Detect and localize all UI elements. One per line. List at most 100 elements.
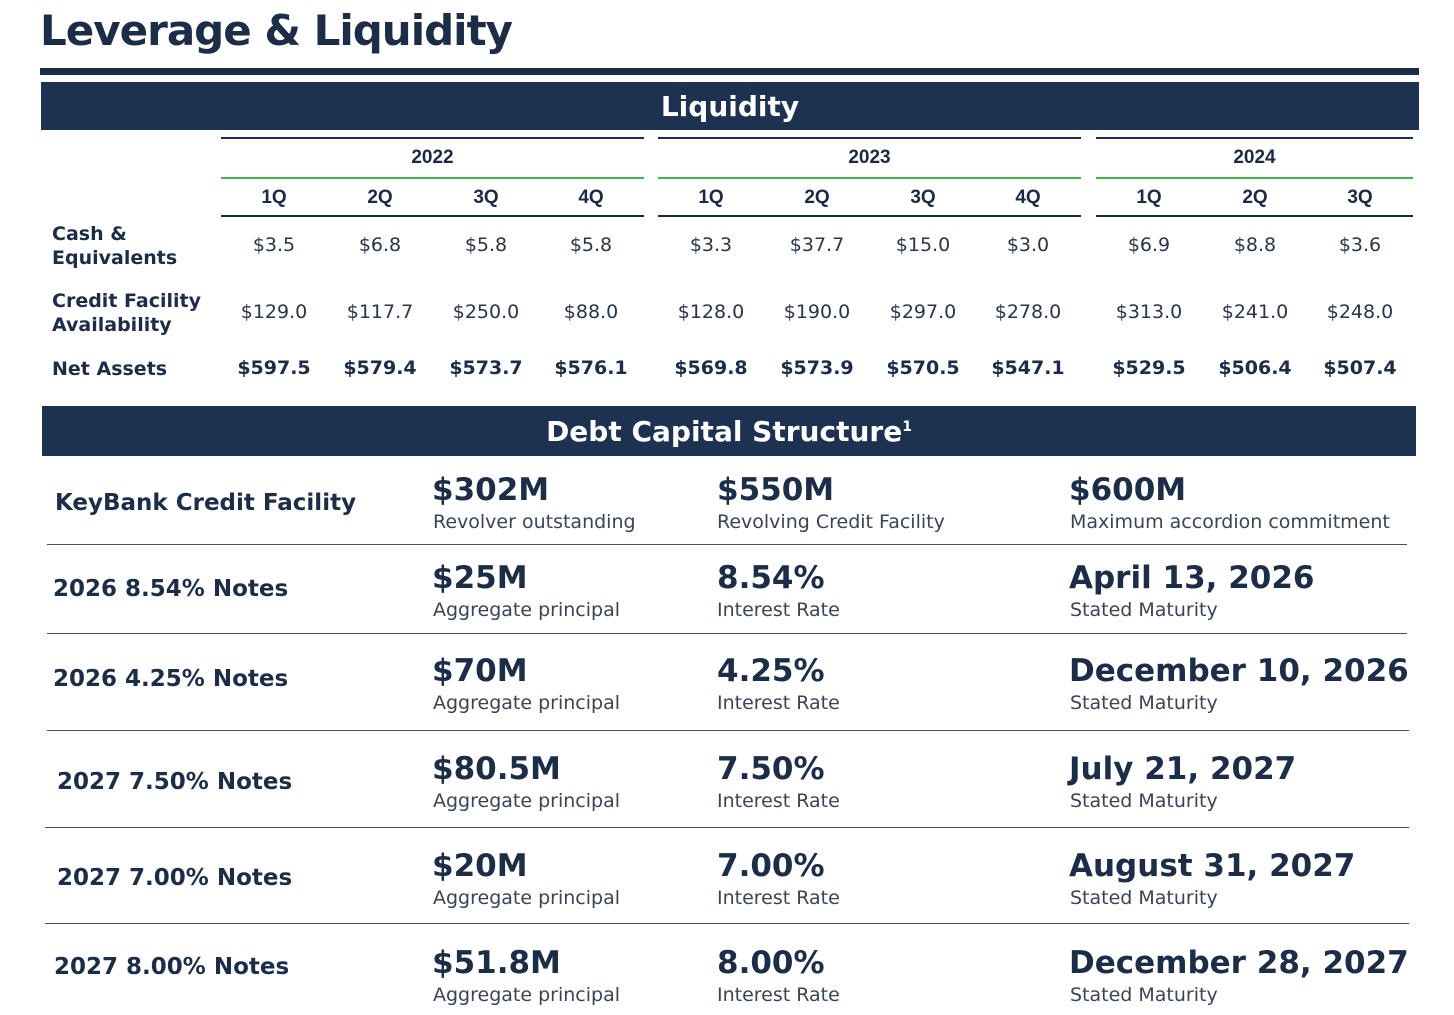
value-cell: $278.0 bbox=[994, 301, 1062, 323]
debt-caption: Aggregate principal bbox=[433, 692, 620, 714]
debt-caption: Aggregate principal bbox=[433, 599, 620, 621]
value-cell: $573.7 bbox=[449, 357, 523, 379]
quarter-label: 1Q bbox=[261, 187, 287, 208]
quarter-label: 3Q bbox=[473, 187, 499, 208]
liquidity-heading: Liquidity bbox=[660, 89, 800, 123]
debt-value: August 31, 2027 bbox=[1069, 848, 1356, 884]
debt-caption: Interest Rate bbox=[717, 984, 840, 1006]
footnote-marker: 1 bbox=[902, 419, 912, 435]
debt-caption: Stated Maturity bbox=[1070, 887, 1218, 909]
row-divider bbox=[45, 827, 1409, 828]
debt-value: December 28, 2027 bbox=[1069, 945, 1409, 981]
debt-value: $70M bbox=[432, 653, 528, 689]
quarter-label: 3Q bbox=[910, 187, 936, 208]
debt-caption: Stated Maturity bbox=[1070, 692, 1218, 714]
year-group-2023: 2023 1Q 2Q 3Q 4Q bbox=[658, 137, 1081, 217]
debt-caption: Stated Maturity bbox=[1070, 790, 1218, 812]
debt-row-label: KeyBank Credit Facility bbox=[55, 490, 357, 516]
debt-value: $20M bbox=[432, 848, 528, 884]
debt-caption: Revolver outstanding bbox=[433, 511, 636, 533]
value-cell: $117.7 bbox=[346, 301, 414, 323]
row-divider bbox=[47, 730, 1409, 731]
value-cell: $3.6 bbox=[1338, 234, 1382, 256]
value-cell: $579.4 bbox=[343, 357, 417, 379]
quarter-row: 1Q 2Q 3Q 4Q bbox=[221, 179, 644, 217]
quarter-label: 1Q bbox=[698, 187, 724, 208]
debt-caption: Stated Maturity bbox=[1070, 984, 1218, 1006]
debt-value: April 13, 2026 bbox=[1069, 560, 1315, 596]
value-cell: $3.0 bbox=[1006, 234, 1050, 256]
value-cell: $573.9 bbox=[780, 357, 854, 379]
debt-caption: Interest Rate bbox=[717, 692, 840, 714]
value-cell: $190.0 bbox=[783, 301, 851, 323]
debt-caption: Interest Rate bbox=[717, 599, 840, 621]
row-divider bbox=[45, 923, 1409, 924]
debt-value: $51.8M bbox=[432, 945, 561, 981]
value-cell: $37.7 bbox=[789, 234, 845, 256]
year-group-2022: 2022 1Q 2Q 3Q 4Q bbox=[221, 137, 644, 217]
quarter-label: 2Q bbox=[367, 187, 393, 208]
row-label-line: Cash & bbox=[52, 223, 127, 245]
value-cell: $569.8 bbox=[674, 357, 748, 379]
debt-value: $80.5M bbox=[432, 751, 561, 787]
debt-caption: Interest Rate bbox=[717, 887, 840, 909]
quarter-row: 1Q 2Q 3Q bbox=[1096, 179, 1413, 217]
row-label-line: Equivalents bbox=[52, 247, 178, 269]
value-cell: $248.0 bbox=[1326, 301, 1394, 323]
value-cell: $597.5 bbox=[237, 357, 311, 379]
value-cell: $88.0 bbox=[563, 301, 619, 323]
value-cell: $8.8 bbox=[1233, 234, 1277, 256]
year-label: 2022 bbox=[221, 139, 644, 179]
debt-caption: Maximum accordion commitment bbox=[1070, 511, 1390, 533]
value-cell: $297.0 bbox=[889, 301, 957, 323]
row-label-line: Credit Facility bbox=[52, 290, 201, 312]
quarter-label: 1Q bbox=[1136, 187, 1162, 208]
quarter-label: 2Q bbox=[1242, 187, 1268, 208]
year-label: 2023 bbox=[658, 139, 1081, 179]
value-cell: $547.1 bbox=[991, 357, 1065, 379]
debt-caption: Aggregate principal bbox=[433, 790, 620, 812]
row-label-cash: Cash & Equivalents bbox=[52, 222, 177, 270]
debt-value: 7.50% bbox=[717, 751, 825, 787]
debt-caption: Interest Rate bbox=[717, 790, 840, 812]
debt-value: $302M bbox=[432, 472, 550, 508]
debt-value: $550M bbox=[717, 472, 835, 508]
page-title: Leverage & Liquidity bbox=[40, 6, 513, 55]
quarter-label: 3Q bbox=[1347, 187, 1373, 208]
row-label-net-assets: Net Assets bbox=[52, 357, 167, 381]
debt-value: 8.00% bbox=[717, 945, 825, 981]
value-cell: $3.5 bbox=[252, 234, 296, 256]
value-cell: $241.0 bbox=[1221, 301, 1289, 323]
quarter-label: 4Q bbox=[578, 187, 604, 208]
value-cell: $576.1 bbox=[554, 357, 628, 379]
value-cell: $5.8 bbox=[569, 234, 613, 256]
debt-caption: Stated Maturity bbox=[1070, 599, 1218, 621]
row-label-text: Net Assets bbox=[52, 358, 168, 380]
debt-row-label: 2027 7.50% Notes bbox=[57, 769, 293, 795]
value-cell: $15.0 bbox=[895, 234, 951, 256]
debt-value: 8.54% bbox=[717, 560, 825, 596]
value-cell: $506.4 bbox=[1218, 357, 1292, 379]
value-cell: $313.0 bbox=[1115, 301, 1183, 323]
row-label-line: Availability bbox=[52, 314, 172, 336]
debt-row-label: 2026 8.54% Notes bbox=[53, 576, 289, 602]
value-cell: $6.9 bbox=[1127, 234, 1171, 256]
value-cell: $507.4 bbox=[1323, 357, 1397, 379]
value-cell: $5.8 bbox=[464, 234, 508, 256]
debt-value: 4.25% bbox=[717, 653, 825, 689]
row-label-credit-facility: Credit Facility Availability bbox=[52, 289, 201, 337]
debt-value: December 10, 2026 bbox=[1069, 653, 1409, 689]
debt-structure-header: Debt Capital Structure 1 bbox=[42, 406, 1416, 456]
debt-row-label: 2026 4.25% Notes bbox=[53, 666, 289, 692]
debt-caption: Revolving Credit Facility bbox=[717, 511, 945, 533]
debt-heading: Debt Capital Structure bbox=[546, 414, 903, 448]
title-divider bbox=[40, 68, 1419, 75]
debt-value: $600M bbox=[1069, 472, 1187, 508]
debt-value: July 21, 2027 bbox=[1069, 751, 1297, 787]
debt-caption: Aggregate principal bbox=[433, 984, 620, 1006]
row-divider bbox=[47, 633, 1407, 634]
year-group-2024: 2024 1Q 2Q 3Q bbox=[1096, 137, 1413, 217]
value-cell: $128.0 bbox=[677, 301, 745, 323]
debt-value: 7.00% bbox=[717, 848, 825, 884]
quarter-label: 4Q bbox=[1015, 187, 1041, 208]
